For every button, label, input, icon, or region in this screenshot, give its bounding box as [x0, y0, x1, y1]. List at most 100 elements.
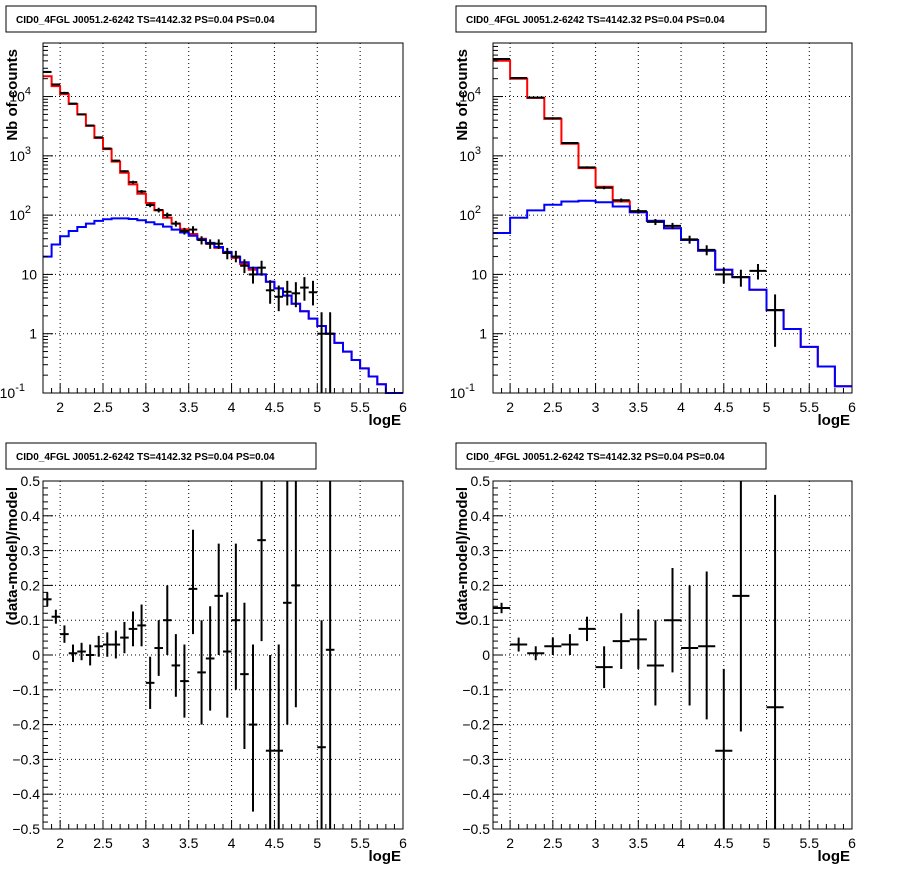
- data-point: [715, 668, 733, 829]
- panel-title: CID0_4FGL J0051.2-6242 TS=4142.32 PS=0.0…: [466, 15, 725, 26]
- data-point: [111, 159, 121, 162]
- x-tick-label: 4.5: [265, 835, 285, 851]
- title-box: [5, 442, 317, 470]
- data-point: [646, 219, 664, 226]
- data-point: [231, 250, 241, 263]
- data-point: [629, 208, 647, 214]
- data-point: [274, 285, 283, 312]
- y-tick-label: 0.1: [471, 612, 491, 628]
- title-box: [455, 442, 767, 470]
- x-tick-label: 5.5: [800, 835, 820, 851]
- data-point: [749, 263, 767, 280]
- data-point: [265, 280, 275, 304]
- y-tick-label: 0.2: [21, 577, 41, 593]
- data-point: [77, 113, 86, 116]
- y-tick-label: 102: [9, 204, 31, 223]
- data-point: [646, 620, 664, 706]
- data-point: [291, 282, 301, 308]
- x-tick-label: 3: [592, 835, 600, 851]
- data-point: [94, 635, 103, 657]
- x-tick-label: 4.5: [714, 399, 734, 415]
- y-tick-label: −0.4: [12, 786, 40, 802]
- data-point: [43, 70, 52, 73]
- data-point: [663, 222, 682, 230]
- data-point: [510, 77, 528, 80]
- y-tick-label: 0: [482, 647, 490, 663]
- y-tick-label: 0.5: [471, 473, 491, 489]
- data-point: [85, 124, 95, 127]
- data-point: [197, 620, 206, 725]
- data-point: [103, 147, 112, 150]
- data-point: [137, 604, 146, 647]
- data-point: [128, 180, 138, 184]
- data-point: [527, 646, 545, 661]
- data-point: [698, 571, 716, 720]
- x-tick-label: 4: [677, 835, 685, 851]
- title-box: [455, 5, 767, 33]
- data-point: [111, 630, 121, 659]
- x-tick-label: 5: [313, 835, 321, 851]
- y-tick-label: 1: [29, 326, 37, 342]
- data-point: [274, 644, 283, 829]
- data-point: [163, 585, 172, 655]
- data-point: [578, 166, 596, 169]
- data-point: [120, 621, 129, 654]
- axes-frame: [492, 42, 853, 394]
- data-point: [154, 620, 163, 676]
- data-point: [527, 96, 545, 99]
- x-tick-label: 5: [763, 835, 771, 851]
- x-tick-label: 5.5: [350, 399, 370, 415]
- data-point: [77, 642, 86, 661]
- data-point: [612, 198, 630, 203]
- data-point: [188, 226, 198, 234]
- panel-residuals-right: CID0_4FGL J0051.2-6242 TS=4142.32 PS=0.0…: [454, 442, 856, 865]
- x-axis-label: logE: [818, 848, 851, 865]
- data-point: [205, 606, 215, 711]
- model-step-line: [43, 217, 403, 394]
- data-point: [120, 170, 129, 173]
- data-point: [60, 91, 69, 95]
- y-tick-label: 0.4: [21, 508, 41, 524]
- data-point: [544, 637, 562, 655]
- panel-title: CID0_4FGL J0051.2-6242 TS=4142.32 PS=0.0…: [16, 452, 275, 463]
- data-point: [308, 280, 318, 306]
- data-point: [205, 239, 215, 249]
- y-tick-label: −0.2: [12, 717, 40, 733]
- data-point: [629, 609, 647, 669]
- data-point: [766, 294, 784, 347]
- data-point: [493, 602, 511, 614]
- x-tick-label: 4.5: [265, 399, 285, 415]
- panel-title: CID0_4FGL J0051.2-6242 TS=4142.32 PS=0.0…: [466, 452, 725, 463]
- plot-area: [43, 481, 335, 829]
- data-point: [595, 186, 613, 190]
- data-point: [493, 57, 511, 60]
- x-tick-label: 2: [506, 835, 514, 851]
- y-tick-label: 10: [21, 266, 37, 282]
- data-point: [681, 235, 699, 244]
- x-tick-label: 6: [399, 399, 407, 415]
- x-tick-label: 4: [677, 399, 685, 415]
- y-axis-label: (data-model)/model: [4, 487, 21, 625]
- plot-area: [493, 57, 852, 388]
- data-point: [180, 227, 189, 235]
- data-point: [248, 266, 258, 284]
- data-point: [137, 190, 146, 194]
- y-tick-label: 103: [9, 145, 31, 164]
- x-tick-label: 6: [848, 399, 856, 415]
- data-point: [510, 637, 528, 652]
- data-point: [85, 644, 95, 666]
- panel-counts-right: CID0_4FGL J0051.2-6242 TS=4142.32 PS=0.0…: [450, 5, 856, 429]
- y-tick-label: 103: [459, 145, 481, 164]
- data-point: [214, 543, 223, 655]
- data-point: [766, 494, 784, 829]
- y-tick-label: −0.2: [462, 717, 490, 733]
- data-point: [240, 259, 249, 274]
- data-point: [145, 656, 155, 709]
- y-tick-label: 0.3: [471, 543, 491, 559]
- plot-area: [493, 481, 784, 829]
- y-tick-label: 0.4: [471, 508, 491, 524]
- x-tick-label: 5: [313, 399, 321, 415]
- grid-lines: [43, 481, 403, 829]
- data-point: [317, 312, 326, 393]
